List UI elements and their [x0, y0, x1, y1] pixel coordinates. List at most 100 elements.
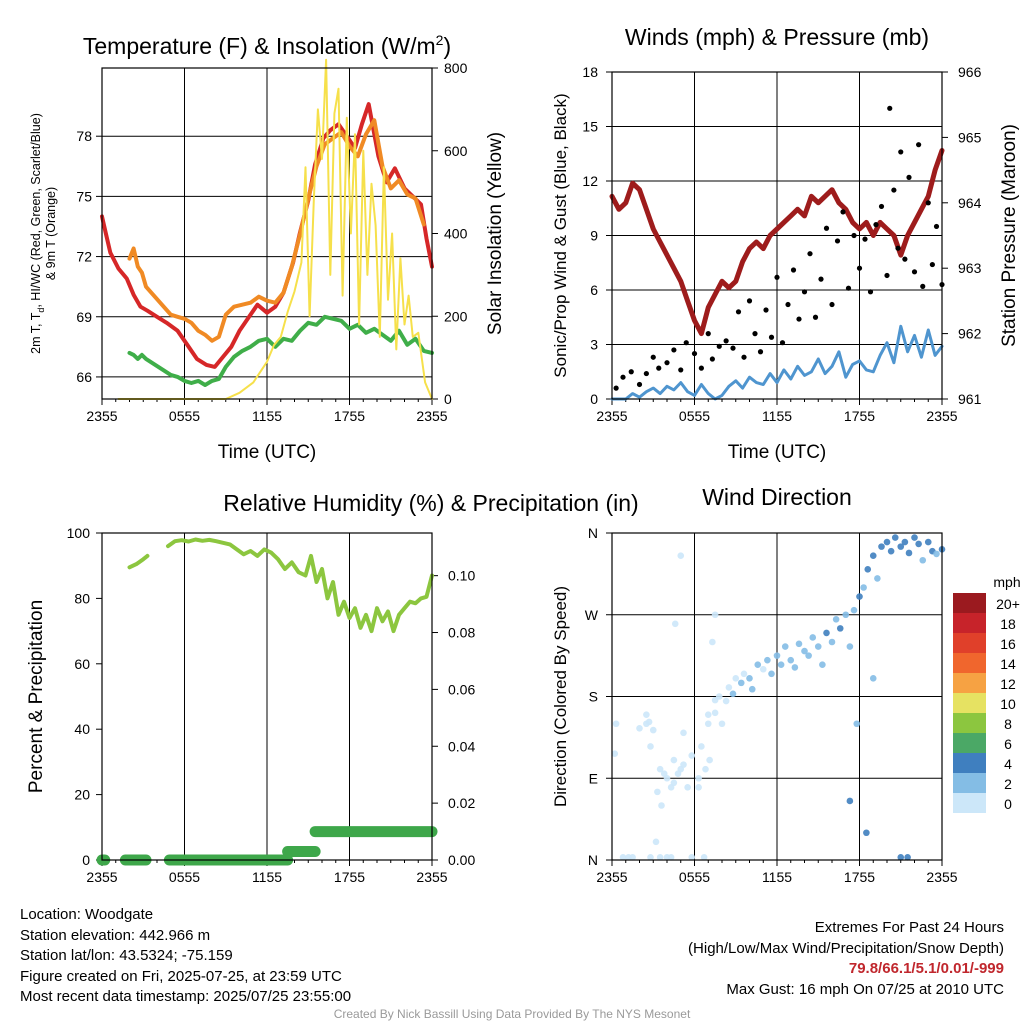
colorbar-tick-label: 6 — [1004, 736, 1012, 752]
direction-point — [612, 720, 620, 728]
y-right-tick-label: 0.00 — [448, 852, 475, 868]
direction-point — [656, 765, 664, 773]
y-tick-label: 100 — [67, 525, 91, 541]
direction-point — [680, 729, 687, 737]
gust-point — [884, 272, 890, 279]
series-line-solar — [117, 58, 433, 400]
direction-point — [897, 853, 905, 861]
direction-point — [832, 615, 840, 623]
y-tick-label: S — [589, 689, 598, 705]
direction-point — [846, 797, 854, 805]
chart-title-superscript: 2 — [436, 32, 444, 48]
gust-point — [878, 203, 885, 210]
direction-point — [722, 697, 730, 705]
direction-point — [704, 720, 712, 728]
x-tick-label: 1755 — [334, 869, 365, 885]
x-tick-label: 1755 — [844, 408, 875, 424]
colorbar-tick-label: 8 — [1004, 716, 1012, 732]
direction-point — [654, 788, 661, 796]
chart-title: Winds (mph) & Pressure (mb) — [625, 24, 929, 50]
x-tick-label: 2355 — [416, 408, 447, 424]
colorbar-swatch — [953, 753, 986, 773]
colorbar-tick-label: 2 — [1004, 776, 1012, 792]
y-tick-label: N — [588, 525, 598, 541]
direction-point — [842, 611, 850, 619]
direction-point — [874, 575, 881, 582]
direction-point — [759, 665, 767, 673]
direction-point — [729, 690, 737, 698]
x-tick-label: 2355 — [416, 869, 447, 885]
gust-point — [683, 340, 689, 346]
gust-point — [636, 381, 643, 388]
y-tick-label: 66 — [76, 369, 92, 385]
direction-point — [663, 774, 671, 782]
direction-point — [933, 550, 940, 558]
direction-point — [836, 625, 844, 632]
gust-point — [709, 356, 715, 362]
gust-point — [818, 276, 824, 282]
gust-point — [929, 261, 935, 268]
direction-point — [704, 711, 712, 718]
y-right-tick-label: 962 — [958, 326, 982, 342]
y-tick-label: 12 — [582, 173, 598, 189]
direction-point — [684, 784, 691, 791]
x-axis-label: Time (UTC) — [218, 442, 317, 463]
direction-point — [768, 670, 775, 678]
chart-title: Wind Direction — [702, 484, 852, 510]
direction-point — [905, 549, 913, 557]
direction-point — [791, 664, 799, 671]
direction-point — [809, 634, 817, 641]
direction-point — [897, 543, 905, 550]
y-tick-label: 0 — [590, 391, 598, 407]
gust-point — [840, 209, 846, 215]
direction-point — [740, 670, 748, 678]
colorbar-tick-label: 16 — [1000, 636, 1016, 652]
y-tick-label: N — [588, 852, 598, 868]
chart-title-close: ) — [443, 33, 451, 59]
y-axis-label: Direction (Colored By Speed) — [551, 586, 570, 807]
y-right-tick-label: 0 — [444, 391, 452, 407]
gust-point — [887, 105, 893, 111]
y-right-tick-label: 964 — [958, 195, 982, 211]
y-right-tick-label: 965 — [958, 129, 982, 145]
colorbar-swatch — [953, 633, 986, 653]
series-line-wind — [610, 324, 944, 401]
x-tick-label: 1755 — [844, 869, 875, 885]
direction-point — [823, 629, 830, 637]
gust-point — [867, 289, 874, 295]
direction-point — [819, 661, 826, 669]
direction-point — [787, 656, 795, 664]
direction-point — [801, 647, 808, 655]
colorbar-tick-label: 10 — [1000, 696, 1016, 712]
direction-point — [711, 611, 719, 619]
location-text: Location: Woodgate — [20, 906, 154, 923]
direction-point — [901, 538, 909, 546]
y-right-tick-label: 0.10 — [448, 568, 475, 584]
colorbar-swatch — [953, 653, 986, 673]
x-tick-label: 2355 — [926, 869, 957, 885]
direction-point — [781, 643, 789, 650]
colorbar-swatch — [953, 773, 986, 793]
x-tick-label: 0555 — [679, 869, 710, 885]
extremes-panel: Extremes For Past 24 Hours (High/Low/Max… — [688, 918, 1004, 1000]
direction-point — [860, 584, 867, 591]
gust-point — [796, 316, 802, 322]
colorbar-label: mph — [993, 574, 1020, 590]
direction-point — [846, 643, 854, 650]
direction-point — [649, 726, 657, 734]
gust-point — [763, 307, 769, 313]
direction-point — [674, 770, 682, 778]
extremes-heading: Extremes For Past 24 Hours — [814, 919, 1004, 936]
colorbar-tick-label: 12 — [1000, 676, 1016, 692]
plot-border — [101, 532, 433, 861]
y-tick-label: 0 — [82, 852, 90, 868]
colorbar-swatch — [953, 593, 986, 613]
y-right-tick-label: 600 — [444, 143, 468, 159]
x-tick-label: 0555 — [679, 408, 710, 424]
gust-point — [834, 238, 841, 244]
recent-data-text: Most recent data timestamp: 2025/07/25 2… — [20, 988, 352, 1005]
x-tick-label: 1155 — [762, 869, 792, 885]
gust-point — [856, 265, 863, 271]
direction-point — [711, 709, 719, 717]
